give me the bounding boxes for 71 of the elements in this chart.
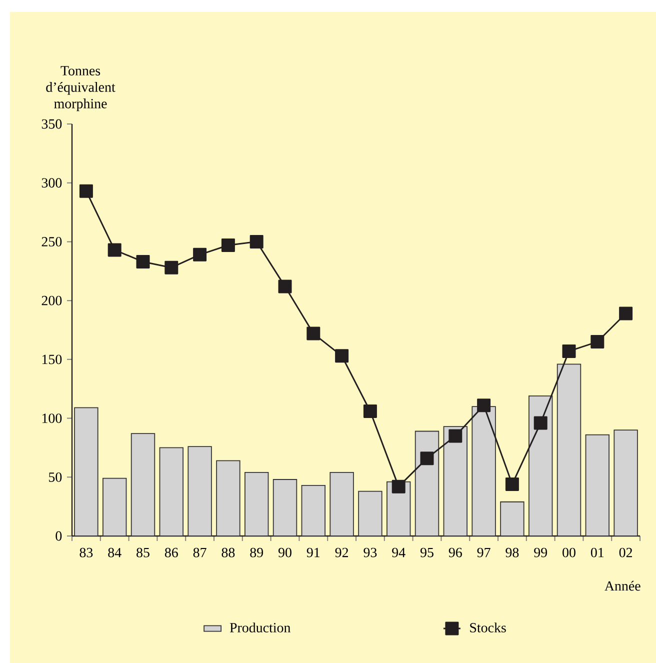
x-tick-label: 85 [136,548,150,558]
x-tick-label: 98 [506,548,519,558]
bar [472,406,496,536]
point [477,398,491,412]
x-tick-label: 96 [448,548,462,558]
point [278,280,292,294]
bar [244,472,269,536]
bar [330,472,354,536]
x-tick-label: 83 [80,548,93,558]
bar [130,433,156,536]
y-tick-label: 350 [42,119,62,129]
x-tick-label: 01 [590,548,604,558]
y-tick-label: 300 [42,178,62,188]
point [108,243,122,257]
y-tick-label: 200 [42,296,62,306]
bar [528,395,553,536]
bar [556,364,582,536]
bar [585,434,610,536]
y-tick-label: 100 [42,414,62,424]
y-tick-label: 50 [49,472,62,482]
point [505,477,519,491]
x-axis-title: Année [604,580,640,591]
point [392,480,406,494]
x-tick-label: 02 [619,548,632,558]
point [534,416,548,430]
x-tick-label: 84 [108,548,122,558]
bar [216,460,240,536]
y-tick-label: 150 [42,354,62,364]
bar [188,446,212,536]
x-tick-label: 90 [278,548,292,558]
bar [500,501,524,536]
point [221,238,235,252]
legend-label: Stocks [470,622,506,632]
x-tick-label: 00 [562,548,576,558]
bar [74,407,98,536]
point [448,429,462,443]
x-tick-label: 92 [335,548,348,558]
x-tick-label: 88 [222,548,235,558]
point [590,335,604,349]
legend-label: Production [230,622,291,632]
bar [159,447,184,536]
point [619,306,633,320]
x-tick-label: 94 [392,548,406,558]
bar [414,430,440,536]
bar [358,490,382,536]
bar [301,484,326,536]
x-tick-label: 91 [306,548,320,558]
point [562,344,576,358]
point [193,248,207,262]
point [164,260,178,274]
y-tick-label: 0 [56,531,62,541]
point [363,404,377,418]
point [306,326,320,340]
x-tick-label: 93 [364,548,377,558]
bar [272,479,298,536]
bar [443,426,468,536]
point [79,184,93,198]
x-tick-label: 89 [250,548,264,558]
y-tick-label: 250 [42,237,62,246]
point [420,452,434,466]
x-tick-label: 95 [420,548,434,558]
x-tick-label: 87 [193,548,206,558]
x-tick-label: 97 [477,548,490,558]
bar [614,430,638,536]
point [250,234,264,248]
y-axis-title: Tonnes d’équivalent morphine [46,66,116,112]
x-tick-label: 86 [164,548,178,558]
x-tick-label: 99 [534,548,548,558]
point [136,254,150,268]
bar [102,478,127,536]
point [335,349,349,363]
